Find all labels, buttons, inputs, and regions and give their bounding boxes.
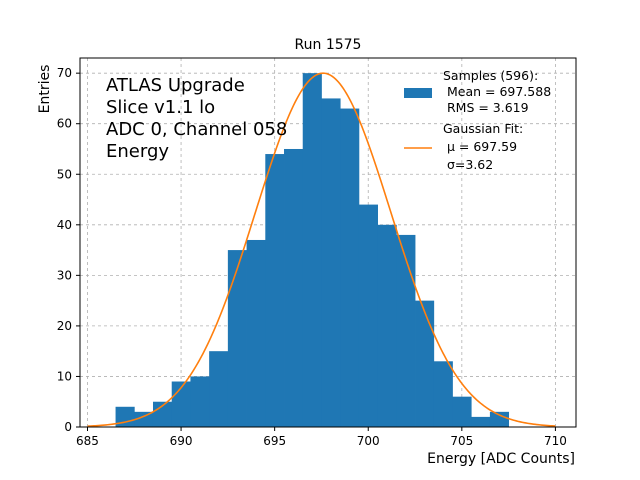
annotation-line: ATLAS Upgrade xyxy=(106,75,245,96)
histogram-bar xyxy=(190,376,210,427)
chart-title: Run 1575 xyxy=(295,37,362,53)
histogram-bar xyxy=(265,154,285,428)
histogram-bar xyxy=(134,411,154,427)
x-tick-label: 700 xyxy=(357,434,380,448)
legend-entry-fit: Gaussian Fit: xyxy=(443,121,523,136)
legend-entry-samples: Mean = 697.588 xyxy=(443,84,551,99)
axis-ticks: 685 690 695 700 705 710 0 10 20 30 40 50 60 70 xyxy=(57,66,567,448)
y-axis-label: Entries xyxy=(37,65,53,114)
histogram-bar xyxy=(246,239,266,427)
legend-entry-samples: Samples (596): xyxy=(443,68,538,83)
histogram-bar xyxy=(358,204,378,427)
y-tick-label: 50 xyxy=(57,167,72,181)
histogram-bars xyxy=(115,73,510,428)
histogram-bar xyxy=(433,361,453,427)
x-tick-label: 690 xyxy=(170,434,193,448)
gaussian-fit xyxy=(87,72,556,427)
annotation-line: Energy xyxy=(106,141,169,162)
histogram-bar xyxy=(115,406,135,427)
histogram-bar xyxy=(396,234,416,427)
annotation-line: Slice v1.1 lo xyxy=(106,97,215,118)
histogram-bar xyxy=(284,148,304,427)
x-tick-label: 685 xyxy=(76,434,99,448)
x-tick-label: 705 xyxy=(450,434,473,448)
histogram-bar xyxy=(452,396,472,427)
legend-patch-samples xyxy=(404,88,432,98)
y-tick-label: 40 xyxy=(57,218,72,232)
y-tick-label: 0 xyxy=(64,420,72,434)
x-axis-label: Energy [ADC Counts] xyxy=(427,451,575,467)
histogram-bar xyxy=(321,98,341,427)
histogram-bar xyxy=(489,411,510,427)
y-tick-label: 70 xyxy=(57,66,72,80)
y-tick-label: 60 xyxy=(57,117,72,131)
histogram-bar xyxy=(340,108,360,427)
histogram-bar xyxy=(227,250,247,427)
histogram-bar xyxy=(302,73,322,428)
legend: Samples (596): Mean = 697.588 RMS = 3.61… xyxy=(404,68,551,172)
annotation-block: ATLAS Upgrade Slice v1.1 lo ADC 0, Chann… xyxy=(106,75,287,162)
plot-frame xyxy=(79,57,577,428)
x-tick-label: 695 xyxy=(263,434,286,448)
y-tick-label: 30 xyxy=(57,268,72,282)
y-tick-label: 20 xyxy=(57,319,72,333)
histogram-bar xyxy=(377,224,397,427)
legend-entry-fit: μ = 697.59 xyxy=(443,139,517,154)
histogram-bar xyxy=(415,300,435,427)
y-tick-label: 10 xyxy=(57,369,72,383)
x-tick-label: 710 xyxy=(544,434,567,448)
annotation-line: ADC 0, Channel 058 xyxy=(106,119,287,140)
gaussian-fit-curve xyxy=(87,72,556,427)
legend-entry-samples: RMS = 3.619 xyxy=(443,100,529,115)
histogram-bar xyxy=(209,351,229,427)
histogram-bar xyxy=(471,416,491,427)
legend-entry-fit: σ=3.62 xyxy=(443,157,493,172)
